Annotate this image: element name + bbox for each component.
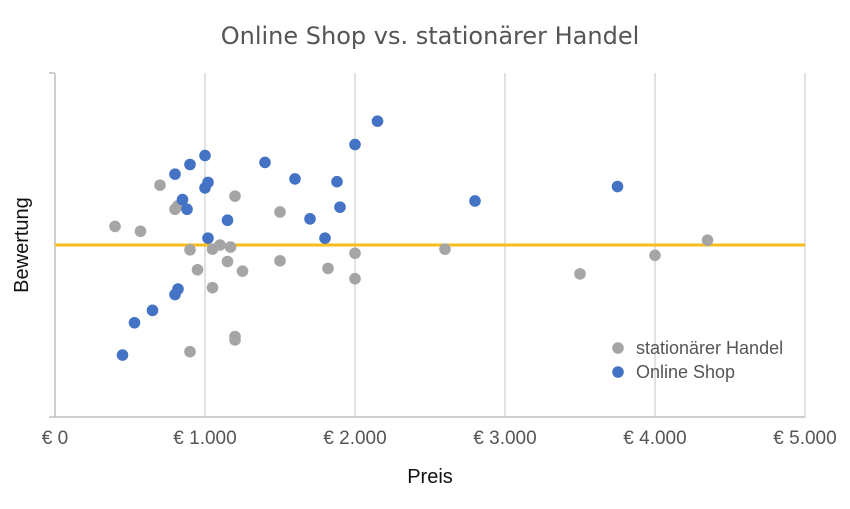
x-tick-labels: € 0 € 1.000 € 2.000 € 3.000 € 4.000 € 5.000 — [42, 428, 837, 449]
points-layer — [109, 115, 714, 361]
data-point — [191, 263, 204, 276]
data-point — [322, 262, 334, 275]
data-point — [202, 176, 214, 189]
legend-label: Online Shop — [636, 362, 735, 382]
data-point — [371, 115, 384, 127]
data-point — [289, 173, 301, 185]
data-point — [574, 268, 586, 280]
data-point — [184, 345, 196, 358]
data-point — [109, 220, 121, 233]
data-point — [221, 214, 234, 227]
data-point — [169, 168, 181, 180]
series-online-shop — [116, 115, 624, 361]
x-tick-label: € 1.000 — [173, 428, 236, 449]
x-tick-label: € 3.000 — [473, 428, 536, 449]
data-point — [184, 158, 196, 171]
data-point — [439, 243, 451, 255]
chart-title: Online Shop vs. stationärer Handel — [221, 22, 640, 50]
legend-label: stationärer Handel — [636, 338, 783, 358]
data-point — [184, 244, 196, 256]
data-point — [176, 193, 189, 206]
data-point — [469, 195, 481, 207]
data-point — [259, 156, 271, 169]
x-tick-label: € 5.000 — [773, 428, 836, 449]
legend-marker — [612, 366, 624, 378]
data-point — [701, 234, 714, 246]
data-point — [172, 283, 184, 295]
data-point — [128, 316, 141, 329]
data-point — [349, 272, 361, 285]
data-point — [229, 334, 241, 346]
data-point — [146, 304, 159, 317]
data-point — [236, 265, 249, 277]
data-point — [649, 249, 661, 262]
legend-marker — [612, 342, 624, 354]
data-point — [116, 349, 129, 361]
x-tick-label: € 0 — [42, 428, 68, 449]
data-point — [274, 255, 286, 267]
data-point — [331, 175, 343, 188]
series-stationaerer-handel — [109, 179, 714, 358]
x-axis-label: Preis — [407, 466, 453, 488]
data-point — [206, 281, 219, 294]
data-point — [304, 213, 316, 225]
data-point — [199, 149, 211, 162]
data-point — [154, 179, 166, 191]
data-point — [611, 180, 624, 193]
data-point — [229, 190, 241, 202]
data-point — [274, 206, 286, 218]
y-axis-label: Bewertung — [11, 197, 33, 293]
data-point — [319, 232, 331, 244]
x-tick-label: € 2.000 — [323, 428, 386, 449]
data-point — [214, 239, 226, 251]
data-point — [134, 225, 147, 238]
data-point — [349, 138, 361, 151]
data-point — [224, 241, 237, 253]
data-point — [181, 203, 193, 216]
data-point — [334, 201, 346, 213]
data-point — [202, 232, 214, 244]
data-point — [221, 255, 234, 268]
legend: stationärer Handel Online Shop — [612, 338, 783, 382]
x-tick-label: € 4.000 — [623, 428, 686, 449]
data-point — [349, 247, 361, 260]
